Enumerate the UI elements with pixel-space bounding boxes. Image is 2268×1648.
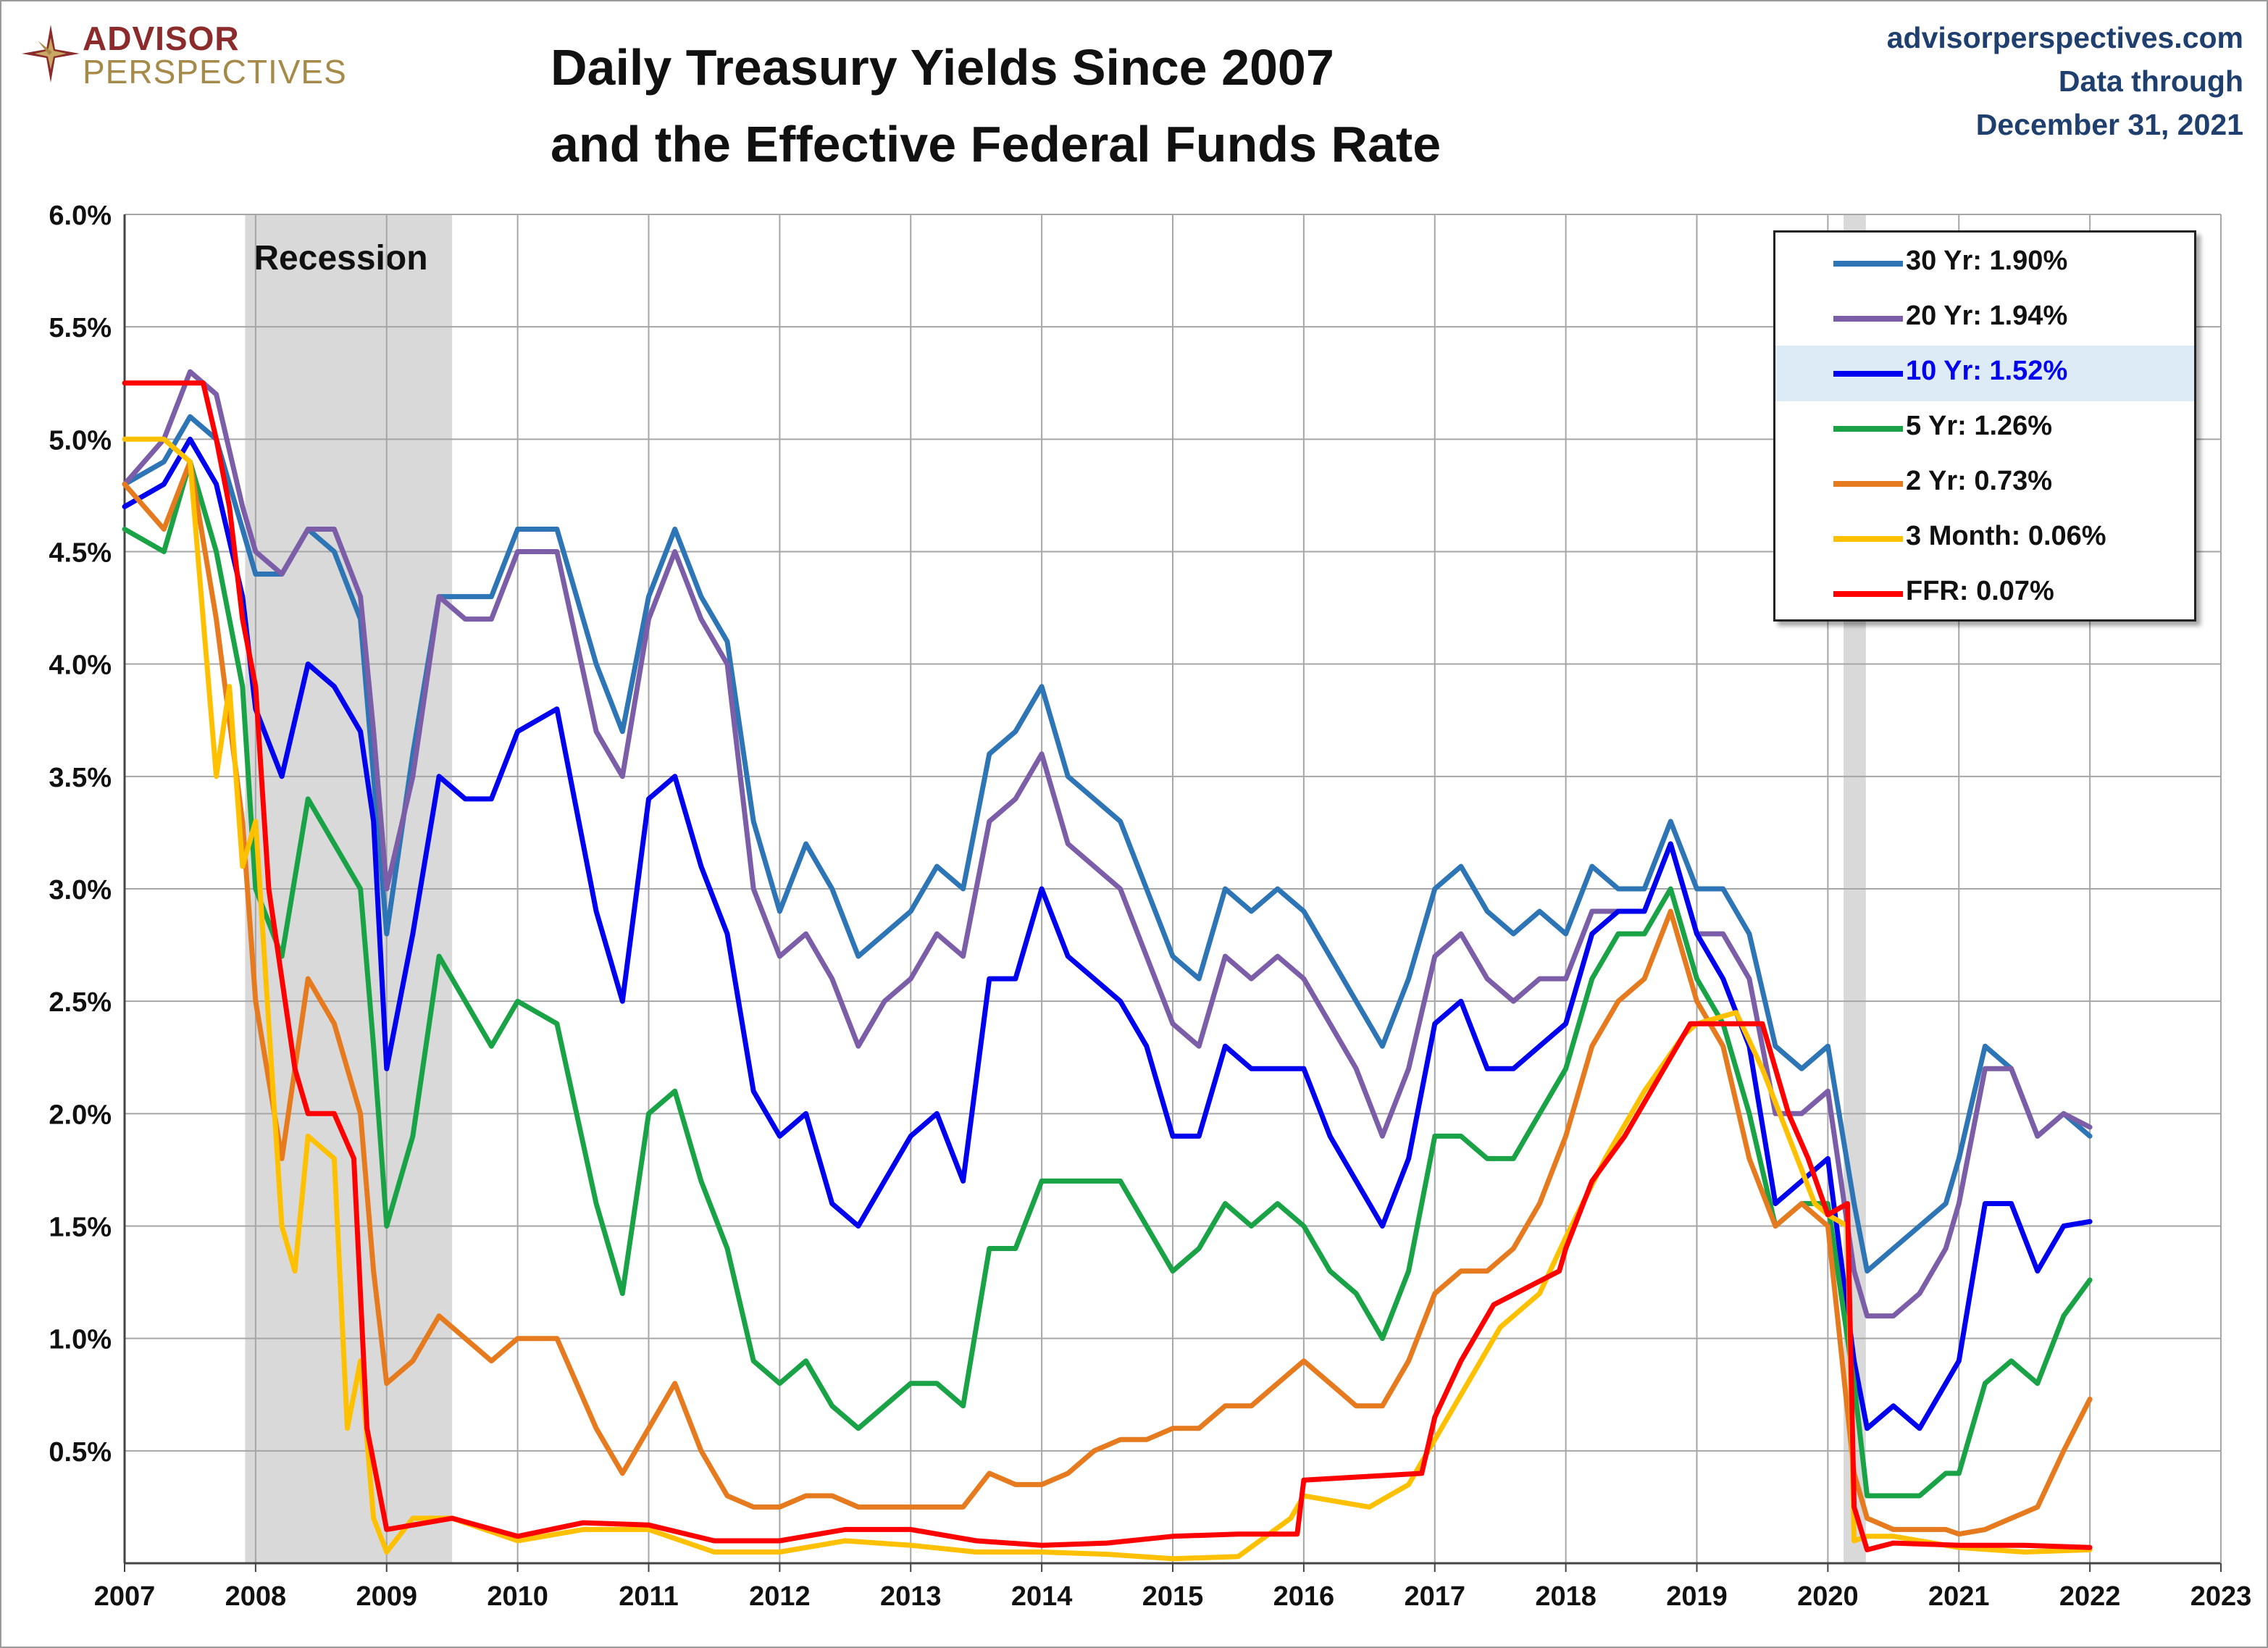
x-tick-label: 2007 <box>94 1581 156 1612</box>
brand-logo: ADVISOR PERSPECTIVES <box>22 16 346 96</box>
legend-swatch <box>1833 261 1903 267</box>
x-tick-label: 2012 <box>749 1581 811 1612</box>
series-line <box>122 459 2093 1537</box>
chart-legend: 30 Yr: 1.90% 20 Yr: 1.94% 10 Yr: 1.52% 5 Yr… <box>1773 230 2196 622</box>
legend-swatch <box>1833 481 1903 487</box>
site-url: advisorperspectives.com <box>1886 21 2243 54</box>
y-tick-label: 5.0% <box>49 425 112 456</box>
brand-line1: ADVISOR <box>83 20 240 57</box>
x-tick-label: 2014 <box>1011 1581 1073 1612</box>
x-tick-label: 2011 <box>619 1581 678 1612</box>
brand-line2: PERSPECTIVES <box>83 53 347 91</box>
x-tick-label: 2016 <box>1273 1581 1335 1612</box>
legend-item: FFR: 0.07% <box>1775 566 2194 622</box>
x-tick-label: 2015 <box>1142 1581 1204 1612</box>
legend-swatch <box>1833 371 1903 377</box>
legend-item: 10 Yr: 1.52% <box>1775 346 2194 401</box>
y-tick-label: 3.0% <box>49 875 112 905</box>
y-tick-label: 2.5% <box>49 987 112 1018</box>
y-tick-label: 4.0% <box>49 651 112 681</box>
legend-item: 5 Yr: 1.26% <box>1775 401 2194 456</box>
x-tick-label: 2009 <box>356 1581 417 1612</box>
legend-label: 3 Month: 0.06% <box>1906 521 2106 551</box>
x-tick-label: 2023 <box>2190 1581 2252 1612</box>
data-through-label: Data through <box>2058 64 2243 98</box>
source-info: advisorperspectives.com Data through Dec… <box>1887 16 2243 146</box>
series-line <box>122 436 2093 1431</box>
tick-labels: 0.5% 1.0% 1.5% 2.0% 2.5% 3.0% 3.5% 4.0% 4.5% 5.0%… <box>49 201 2251 1612</box>
y-tick-label: 0.5% <box>49 1437 112 1468</box>
series-lines <box>122 369 2093 1562</box>
x-tick-label: 2008 <box>225 1581 287 1612</box>
x-tick-label: 2017 <box>1404 1581 1465 1612</box>
legend-label: 5 Yr: 1.26% <box>1906 411 2053 441</box>
legend-item: 3 Month: 0.06% <box>1775 511 2194 566</box>
y-tick-label: 5.5% <box>49 313 112 343</box>
compass-star-icon <box>22 25 80 83</box>
x-tick-label: 2013 <box>880 1581 942 1612</box>
y-tick-label: 1.5% <box>49 1213 112 1243</box>
x-tick-label: 2018 <box>1535 1581 1597 1612</box>
series-line <box>122 369 2093 1319</box>
legend-item: 20 Yr: 1.94% <box>1775 290 2194 346</box>
legend-swatch <box>1833 536 1903 542</box>
x-tick-label: 2020 <box>1797 1581 1859 1612</box>
legend-item: 2 Yr: 0.73% <box>1775 456 2194 511</box>
data-through-date: December 31, 2021 <box>1975 108 2243 141</box>
legend-swatch <box>1833 426 1903 432</box>
series-line <box>122 380 2093 1552</box>
legend-swatch <box>1833 591 1903 597</box>
y-tick-label: 3.5% <box>49 763 112 793</box>
x-tick-label: 2022 <box>2059 1581 2121 1612</box>
y-tick-label: 2.0% <box>49 1100 112 1130</box>
x-tick-label: 2021 <box>1928 1581 1990 1612</box>
legend-item: 30 Yr: 1.90% <box>1775 235 2194 291</box>
legend-label: 20 Yr: 1.94% <box>1906 301 2068 331</box>
y-tick-label: 4.5% <box>49 538 112 569</box>
series-line <box>122 436 2093 1562</box>
legend-label: 30 Yr: 1.90% <box>1906 246 2068 276</box>
y-tick-label: 1.0% <box>49 1325 112 1355</box>
recession-label: Recession <box>254 239 427 277</box>
legend-label: FFR: 0.07% <box>1906 576 2054 606</box>
legend-swatch <box>1833 316 1903 322</box>
y-tick-label: 6.0% <box>49 201 112 231</box>
legend-label: 2 Yr: 0.73% <box>1906 466 2053 496</box>
x-tick-label: 2019 <box>1666 1581 1728 1612</box>
x-tick-label: 2010 <box>487 1581 548 1612</box>
legend-label: 10 Yr: 1.52% <box>1906 356 2068 386</box>
